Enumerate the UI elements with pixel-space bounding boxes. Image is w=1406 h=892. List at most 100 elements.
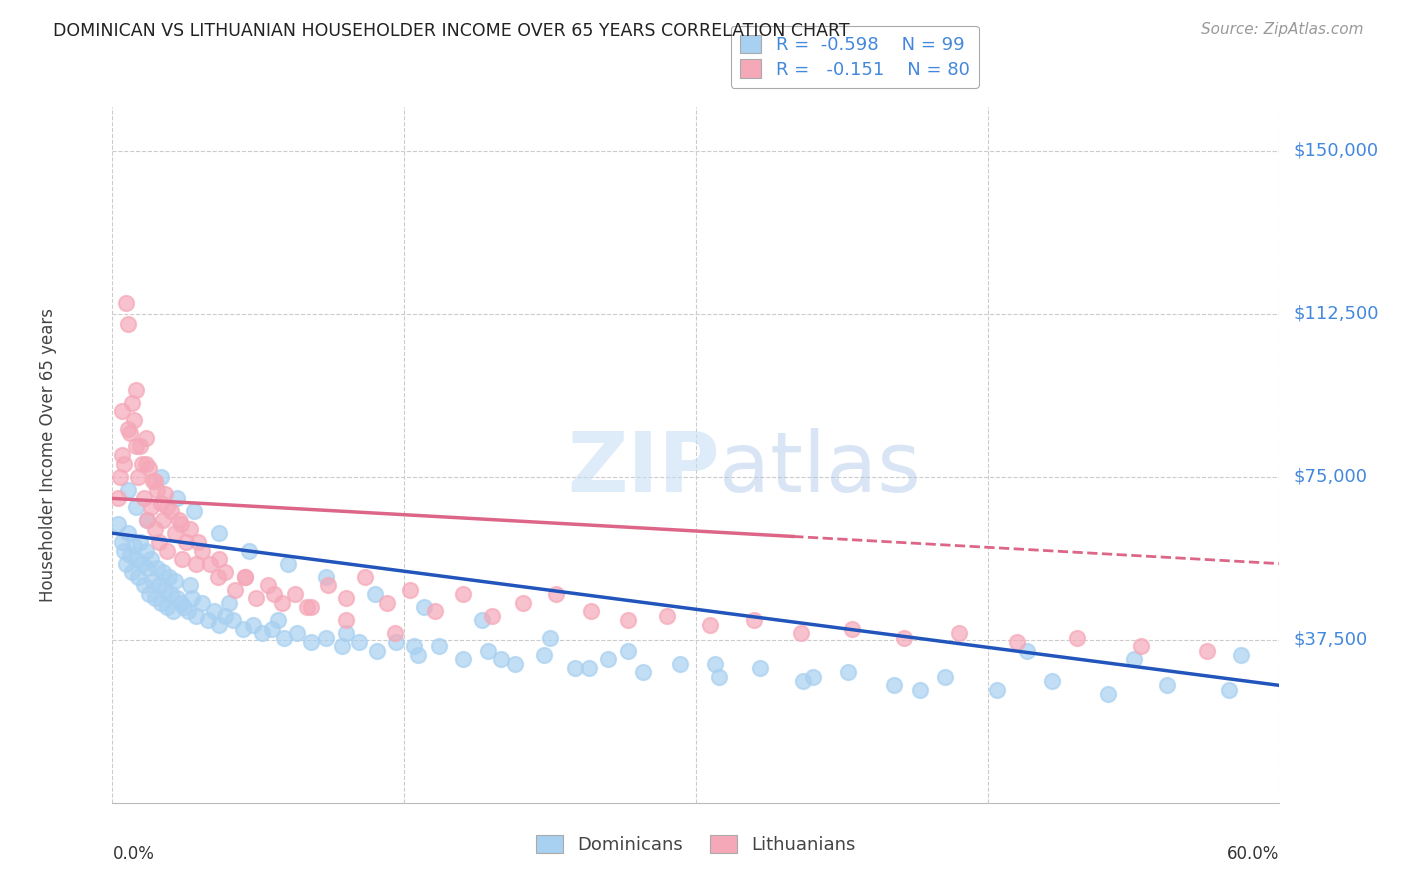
Point: [146, 561, 169, 575]
Point: [295, 600, 318, 615]
Point: [112, 457, 135, 471]
Point: [749, 661, 772, 675]
Point: [131, 557, 153, 571]
Point: [138, 461, 160, 475]
Point: [117, 318, 139, 332]
Point: [125, 500, 148, 514]
Point: [425, 605, 447, 619]
Point: [273, 631, 295, 645]
Point: [406, 648, 429, 662]
Text: ZIP: ZIP: [567, 428, 720, 509]
Point: [366, 643, 388, 657]
Point: [1218, 682, 1240, 697]
Text: Source: ZipAtlas.com: Source: ZipAtlas.com: [1201, 22, 1364, 37]
Point: [503, 657, 526, 671]
Point: [177, 605, 200, 619]
Point: [152, 566, 174, 580]
Point: [533, 648, 555, 662]
Point: [163, 526, 186, 541]
Point: [315, 570, 337, 584]
Point: [617, 613, 640, 627]
Text: atlas: atlas: [720, 428, 921, 509]
Point: [218, 596, 240, 610]
Point: [790, 626, 813, 640]
Point: [160, 587, 183, 601]
Point: [617, 643, 640, 657]
Point: [141, 552, 163, 566]
Point: [451, 587, 474, 601]
Point: [267, 613, 290, 627]
Point: [655, 608, 678, 623]
Point: [270, 596, 292, 610]
Point: [330, 639, 353, 653]
Point: [167, 513, 190, 527]
Point: [125, 439, 148, 453]
Point: [709, 670, 731, 684]
Point: [107, 517, 129, 532]
Point: [318, 578, 340, 592]
Point: [893, 631, 915, 645]
Point: [184, 608, 207, 623]
Point: [1156, 678, 1178, 692]
Point: [1097, 687, 1119, 701]
Point: [335, 613, 357, 627]
Point: [208, 526, 231, 541]
Text: $112,500: $112,500: [1294, 304, 1379, 323]
Point: [136, 561, 159, 575]
Point: [202, 605, 225, 619]
Text: $37,500: $37,500: [1294, 631, 1368, 648]
Point: [633, 665, 655, 680]
Point: [135, 543, 157, 558]
Point: [1122, 652, 1144, 666]
Point: [792, 674, 814, 689]
Point: [146, 483, 169, 497]
Point: [187, 534, 209, 549]
Point: [1040, 674, 1063, 689]
Point: [121, 566, 143, 580]
Point: [375, 596, 398, 610]
Point: [198, 557, 221, 571]
Point: [191, 596, 214, 610]
Point: [257, 578, 280, 592]
Point: [233, 570, 256, 584]
Point: [208, 552, 231, 566]
Point: [176, 534, 198, 549]
Point: [260, 622, 283, 636]
Point: [841, 622, 863, 636]
Point: [143, 591, 166, 606]
Point: [801, 670, 824, 684]
Point: [1005, 635, 1028, 649]
Point: [242, 617, 264, 632]
Point: [224, 582, 246, 597]
Point: [118, 548, 141, 562]
Point: [143, 474, 166, 488]
Point: [117, 526, 139, 541]
Point: [233, 570, 256, 584]
Point: [156, 543, 179, 558]
Point: [184, 557, 207, 571]
Point: [148, 578, 170, 592]
Point: [471, 613, 494, 627]
Point: [112, 543, 135, 558]
Point: [744, 613, 766, 627]
Point: [128, 439, 150, 453]
Point: [125, 383, 148, 397]
Point: [153, 582, 176, 597]
Point: [122, 539, 145, 553]
Point: [183, 504, 205, 518]
Text: $75,000: $75,000: [1294, 467, 1368, 485]
Point: [481, 608, 503, 623]
Point: [148, 534, 170, 549]
Point: [354, 570, 377, 584]
Point: [908, 682, 931, 697]
Point: [538, 631, 561, 645]
Point: [131, 457, 153, 471]
Point: [245, 591, 267, 606]
Point: [128, 534, 150, 549]
Point: [934, 670, 956, 684]
Point: [285, 626, 308, 640]
Point: [191, 543, 214, 558]
Point: [166, 591, 188, 606]
Point: [276, 557, 298, 571]
Point: [214, 608, 236, 623]
